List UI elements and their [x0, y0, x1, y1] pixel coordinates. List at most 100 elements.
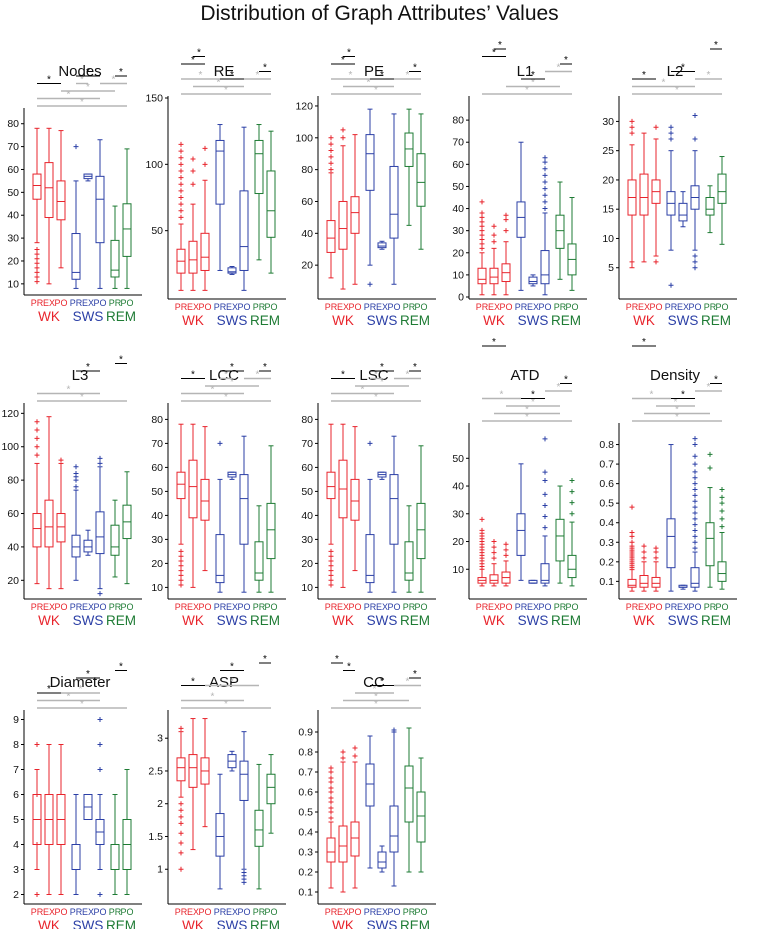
significance-star: *: [674, 397, 678, 408]
box-iqr: [56, 513, 66, 543]
outlier-point: [542, 502, 548, 508]
outlier-point: [569, 511, 575, 517]
significance-star: *: [707, 382, 711, 393]
y-tick-label: 30: [452, 508, 464, 520]
x-tick-label: PO: [54, 907, 67, 917]
significance-star: *: [374, 85, 378, 96]
box-iqr: [416, 791, 426, 843]
significance-star: *: [374, 699, 378, 710]
outlier-point: [34, 427, 40, 433]
outlier-point: [692, 469, 698, 475]
page-title: Distribution of Graph Attributes’ Values: [200, 2, 559, 25]
outlier-point: [641, 543, 647, 549]
x-tick-label: PO: [348, 907, 361, 917]
outlier-point: [479, 516, 485, 522]
outlier-point: [178, 175, 184, 181]
outlier-point: [629, 130, 635, 136]
box-iqr: [215, 139, 225, 205]
box-iqr: [176, 757, 186, 782]
y-tick-label: 70: [7, 141, 19, 153]
box-po-5: [690, 436, 700, 592]
box-po-7: [416, 757, 426, 873]
outlier-point: [328, 785, 334, 791]
outlier-point: [328, 160, 334, 166]
box-ex-1: [338, 127, 348, 290]
y-tick-label: 20: [7, 575, 19, 587]
significance-star: *: [531, 390, 535, 401]
significance-star: *: [211, 385, 215, 396]
significance-star: *: [492, 337, 496, 348]
x-tick-label: PR: [175, 302, 188, 312]
x-tick-label: PR: [31, 907, 44, 917]
outlier-point: [692, 113, 698, 119]
outlier-point: [692, 533, 698, 539]
box-pr-6: [110, 205, 120, 289]
x-tick-label: PO: [120, 602, 133, 612]
x-tick-label: PR: [554, 302, 567, 312]
box-po-7: [717, 487, 727, 590]
y-tick-label: 70: [301, 438, 313, 450]
significance-star: *: [197, 48, 201, 59]
outlier-point: [692, 265, 698, 271]
outlier-point: [653, 555, 659, 561]
outlier-point: [668, 282, 674, 288]
box-iqr: [389, 805, 399, 853]
box-iqr: [717, 561, 727, 582]
outlier-point: [692, 436, 698, 442]
box-iqr: [110, 239, 120, 278]
box-ex-1: [338, 423, 348, 588]
box-pr-3: [365, 108, 375, 287]
box-ex-4: [227, 265, 237, 275]
outlier-point: [328, 805, 334, 811]
outlier-point: [503, 547, 509, 553]
outlier-point: [328, 572, 334, 578]
significance-star: *: [230, 662, 234, 673]
y-tick-label: 30: [7, 233, 19, 245]
box-po-2: [200, 426, 210, 572]
x-tick-label: PR: [109, 602, 122, 612]
outlier-point: [653, 124, 659, 130]
y-tick-label: 60: [7, 164, 19, 176]
y-tick-label: 70: [452, 137, 464, 149]
significance-star: *: [681, 390, 685, 401]
box-po-5: [389, 113, 399, 285]
box-ex-1: [338, 749, 348, 893]
box-po-2: [651, 124, 661, 265]
group-label-sws: SWS: [217, 918, 248, 929]
significance-star: *: [224, 85, 228, 96]
box-pr-6: [110, 794, 120, 895]
x-tick-label: PR: [403, 907, 416, 917]
outlier-point: [202, 161, 208, 167]
outlier-point: [503, 212, 509, 218]
box-iqr: [365, 134, 375, 191]
outlier-point: [190, 168, 196, 174]
y-tick-label: 0.9: [298, 727, 313, 739]
group-label-wk: WK: [633, 313, 655, 328]
y-tick-label: 50: [151, 486, 163, 498]
x-tick-label: PO: [565, 302, 578, 312]
y-tick-label: 30: [452, 225, 464, 237]
box-ex-1: [44, 127, 54, 285]
y-tick-label: 2: [157, 798, 163, 810]
box-iqr: [110, 844, 120, 870]
group-label-wk: WK: [182, 613, 204, 628]
outlier-point: [542, 436, 548, 442]
x-tick-label: EX: [226, 302, 238, 312]
panel-title: Density: [650, 367, 701, 384]
x-tick-label: PO: [264, 302, 277, 312]
outlier-point: [569, 489, 575, 495]
significance-star: *: [119, 355, 123, 366]
box-iqr: [188, 459, 198, 519]
box-po-5: [95, 455, 105, 597]
group-label-wk: WK: [633, 613, 655, 628]
outlier-point: [34, 265, 40, 271]
x-tick-label: EX: [226, 602, 238, 612]
x-tick-label: EX: [376, 602, 388, 612]
outlier-point: [629, 530, 635, 535]
x-tick-label: PO: [649, 602, 662, 612]
x-tick-label: PR: [476, 602, 489, 612]
box-ex-4: [377, 240, 387, 250]
y-tick-label: 40: [151, 510, 163, 522]
outlier-point: [491, 555, 497, 561]
